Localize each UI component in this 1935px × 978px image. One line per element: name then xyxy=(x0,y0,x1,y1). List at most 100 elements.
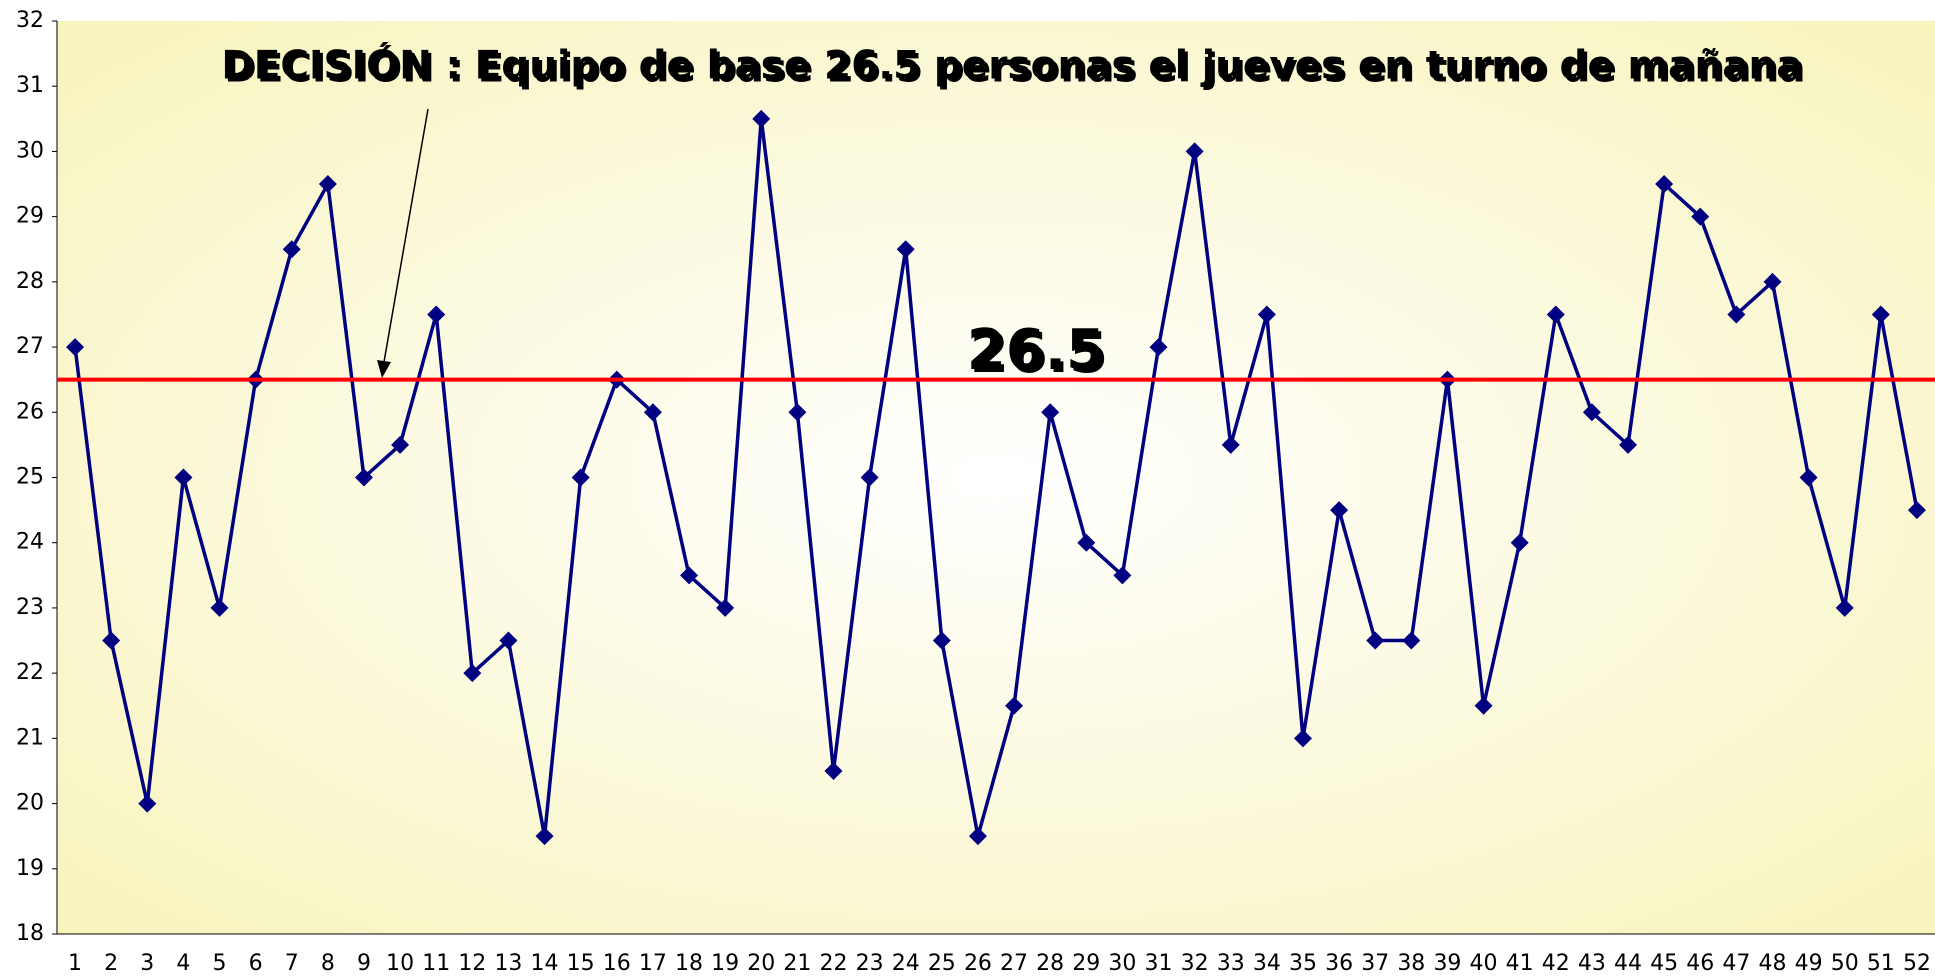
x-tick-label: 50 xyxy=(1831,951,1859,976)
data-point xyxy=(1293,729,1312,748)
data-point xyxy=(1402,631,1421,650)
y-tick-label: 24 xyxy=(16,530,44,555)
data-point xyxy=(1257,305,1276,324)
x-tick-label: 14 xyxy=(531,951,559,976)
x-tick-label: 36 xyxy=(1325,951,1353,976)
data-point xyxy=(66,338,85,357)
data-point xyxy=(1582,403,1601,422)
data-point xyxy=(896,240,915,259)
data-point xyxy=(210,598,229,617)
series-line xyxy=(73,118,1919,837)
x-tick-label: 8 xyxy=(321,951,335,976)
data-point xyxy=(643,403,662,422)
data-point xyxy=(1619,435,1638,454)
annotation-arrow xyxy=(383,108,429,363)
x-tick-label: 34 xyxy=(1253,951,1281,976)
data-point xyxy=(1546,305,1565,324)
x-tick-label: 48 xyxy=(1758,951,1786,976)
x-tick-label: 43 xyxy=(1578,951,1606,976)
x-tick-label: 44 xyxy=(1614,951,1642,976)
x-tick-label: 16 xyxy=(603,951,631,976)
data-point xyxy=(535,827,554,846)
data-point xyxy=(1330,501,1349,520)
data-point xyxy=(174,468,193,487)
data-point xyxy=(824,761,843,780)
data-point xyxy=(1077,533,1096,552)
data-point xyxy=(102,631,121,650)
data-point xyxy=(427,305,446,324)
data-point xyxy=(752,109,771,128)
x-tick-label: 25 xyxy=(928,951,956,976)
x-tick-label: 39 xyxy=(1433,951,1461,976)
chart-title: DECISIÓN : Equipo de base 26.5 personas … xyxy=(221,42,1802,89)
x-tick-label: 21 xyxy=(783,951,811,976)
y-tick-label: 22 xyxy=(16,660,44,685)
data-point xyxy=(680,566,699,585)
x-tick-label: 38 xyxy=(1397,951,1425,976)
data-point xyxy=(1185,142,1204,161)
x-tick-label: 3 xyxy=(140,951,154,976)
x-tick-label: 9 xyxy=(357,951,371,976)
x-tick-label: 29 xyxy=(1072,951,1100,976)
y-tick-label: 23 xyxy=(16,595,44,620)
reference-label-shadow: 26.5 xyxy=(970,321,1108,386)
data-point xyxy=(932,631,951,650)
x-tick-label: 12 xyxy=(458,951,486,976)
x-tick-label: 18 xyxy=(675,951,703,976)
x-tick-label: 5 xyxy=(213,951,227,976)
data-point xyxy=(788,403,807,422)
x-tick-label: 2 xyxy=(104,951,118,976)
data-point xyxy=(1113,566,1132,585)
data-point xyxy=(282,240,301,259)
y-tick-label: 18 xyxy=(16,921,44,946)
data-point xyxy=(1221,435,1240,454)
x-tick-label: 32 xyxy=(1181,951,1209,976)
data-point xyxy=(1655,175,1674,194)
x-tick-label: 28 xyxy=(1036,951,1064,976)
data-point xyxy=(1691,207,1710,226)
x-tick-label: 40 xyxy=(1470,951,1498,976)
x-tick-label: 6 xyxy=(249,951,263,976)
data-point xyxy=(1005,696,1024,715)
plot-area xyxy=(57,21,1935,934)
data-point xyxy=(354,468,373,487)
data-point xyxy=(499,631,518,650)
data-point xyxy=(1727,305,1746,324)
x-tick-label: 20 xyxy=(747,951,775,976)
x-tick-label: 27 xyxy=(1000,951,1028,976)
data-point xyxy=(968,827,987,846)
title-shadow: DECISIÓN : Equipo de base 26.5 personas … xyxy=(224,45,1805,92)
x-tick-label: 31 xyxy=(1145,951,1173,976)
data-point xyxy=(1366,631,1385,650)
x-tick-label: 7 xyxy=(285,951,299,976)
x-tick-label: 10 xyxy=(386,951,414,976)
x-tick-label: 49 xyxy=(1795,951,1823,976)
y-tick-label: 25 xyxy=(16,465,44,490)
x-tick-label: 11 xyxy=(422,951,450,976)
marks xyxy=(66,109,1926,846)
data-point xyxy=(391,435,410,454)
x-tick-label: 35 xyxy=(1289,951,1317,976)
x-tick-label: 41 xyxy=(1506,951,1534,976)
y-tick-label: 21 xyxy=(16,725,44,750)
x-tick-label: 23 xyxy=(856,951,884,976)
data-point xyxy=(1510,533,1529,552)
data-point xyxy=(860,468,879,487)
x-tick-label: 46 xyxy=(1686,951,1714,976)
y-tick-label: 26 xyxy=(16,399,44,424)
x-tick-label: 51 xyxy=(1867,951,1895,976)
x-tick-label: 47 xyxy=(1722,951,1750,976)
y-tick-label: 30 xyxy=(16,138,44,163)
data-point xyxy=(1871,305,1890,324)
data-point xyxy=(1763,272,1782,291)
y-tick-label: 19 xyxy=(16,856,44,881)
data-point xyxy=(1474,696,1493,715)
x-tick-label: 30 xyxy=(1108,951,1136,976)
y-tick-label: 28 xyxy=(16,269,44,294)
data-point xyxy=(318,175,337,194)
data-point xyxy=(1149,338,1168,357)
y-tick-label: 32 xyxy=(16,8,44,33)
x-tick-label: 13 xyxy=(494,951,522,976)
reference-label: 26.5 xyxy=(967,318,1105,383)
